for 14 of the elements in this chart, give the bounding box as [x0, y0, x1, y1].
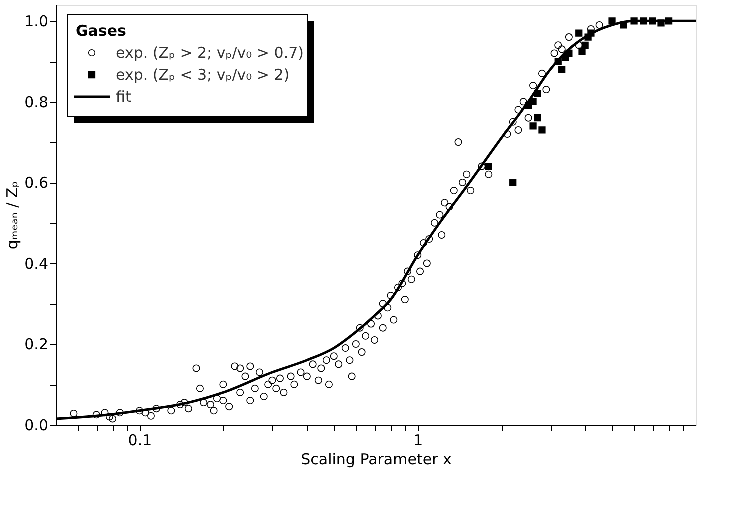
y-tick-label: 0.4: [24, 254, 48, 273]
y-tick-label: 0.2: [24, 336, 48, 354]
legend-title: Gases: [76, 22, 127, 40]
y-tick-label: 1.0: [24, 12, 48, 31]
legend-label: fit: [116, 88, 132, 106]
y-tick-label: 0.6: [24, 174, 48, 192]
y-tick-label: 0.8: [24, 93, 48, 112]
legend-label: exp. (Zₚ > 2; vₚ/v₀ > 0.7): [116, 44, 304, 62]
x-tick-label: 1: [414, 432, 424, 450]
x-tick-label: 0.1: [128, 432, 152, 450]
y-axis-title: qₘₑₐₙ / Zₚ: [4, 181, 22, 250]
x-axis-title: Scaling Parameter x: [301, 450, 452, 468]
y-tick-label: 0.0: [24, 416, 48, 434]
legend-label: exp. (Zₚ < 3; vₚ/v₀ > 2): [116, 66, 290, 84]
